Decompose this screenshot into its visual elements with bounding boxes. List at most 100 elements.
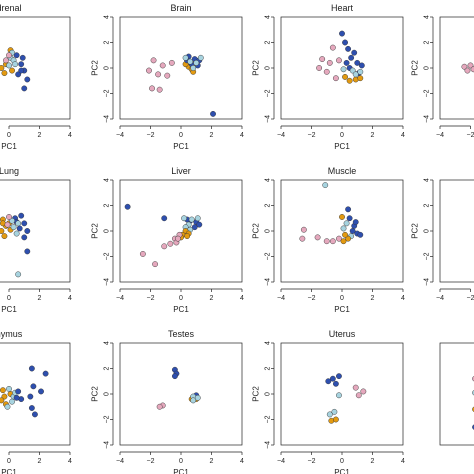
y-tick-label: −4 [265, 115, 272, 123]
plot-frame [119, 342, 243, 446]
data-point-pink [300, 226, 307, 233]
data-point-darkblue [18, 61, 25, 68]
x-axis-label: PC1 [1, 468, 17, 474]
y-tick-label: 2 [265, 203, 272, 207]
data-point-darkblue [354, 59, 361, 66]
data-point-pink [175, 235, 181, 242]
data-point-pink [161, 243, 168, 250]
data-point-darkblue [42, 370, 49, 377]
pca-panel-6: Liver −4 −2 0 2 4 PC1 −4 −2 0 2 4 PC2 [91, 166, 245, 314]
x-axis-label: PC1 [173, 305, 189, 314]
data-point-darkblue [21, 234, 28, 241]
data-point-pink [319, 56, 326, 63]
panel-title: Brain [170, 3, 191, 13]
plot-frame [0, 342, 71, 446]
x-tick-label: −4 [116, 458, 124, 465]
x-tick-label: 4 [68, 132, 72, 139]
points-group [156, 366, 201, 410]
x-tick-label: 4 [401, 295, 405, 302]
y-axis-label: PC2 [91, 223, 100, 239]
data-point-darkblue [171, 373, 178, 380]
data-point-orange [0, 65, 5, 71]
plot-frame [119, 179, 243, 283]
x-tick-label: 2 [210, 458, 214, 465]
x-tick-label: 0 [179, 458, 183, 465]
data-point-pink [159, 62, 166, 69]
plot-frame [0, 179, 71, 283]
x-axis-label: PC1 [1, 305, 17, 314]
data-point-orange [0, 228, 5, 234]
data-point-darkblue [30, 383, 37, 390]
data-point-darkblue [21, 220, 28, 227]
data-point-lightblue [181, 215, 187, 222]
x-tick-label: −2 [308, 295, 316, 302]
data-point-orange [339, 214, 345, 220]
x-axis-label: PC1 [334, 468, 350, 474]
x-axis-label: PC1 [334, 142, 350, 151]
data-point-darkblue [345, 45, 352, 52]
data-point-darkblue [15, 71, 22, 78]
data-point-darkblue [358, 62, 365, 69]
y-tick-label: −2 [265, 89, 272, 97]
data-point-pink [464, 67, 471, 74]
points-group [0, 365, 49, 418]
points-group [124, 203, 203, 268]
data-point-darkblue [329, 375, 336, 382]
y-axis-label: PC2 [252, 386, 261, 402]
x-tick-label: −2 [147, 132, 155, 139]
data-point-lightblue [326, 411, 333, 418]
data-point-darkblue [332, 380, 339, 387]
y-tick-label: 0 [104, 229, 111, 233]
x-axis-label: PC1 [173, 142, 189, 151]
data-point-lightblue [197, 54, 204, 61]
y-tick-label: 4 [104, 341, 111, 345]
x-axis-label: PC1 [173, 468, 189, 474]
data-point-pink [329, 238, 336, 245]
panel-title: Lung [0, 166, 19, 176]
data-point-orange [0, 397, 5, 404]
x-tick-label: 2 [371, 458, 375, 465]
y-axis-label: PC2 [252, 60, 261, 76]
y-tick-label: 2 [424, 40, 431, 44]
x-tick-label: 4 [240, 132, 244, 139]
y-tick-label: −4 [104, 115, 111, 123]
data-point-lightblue [10, 224, 17, 231]
data-point-lightblue [349, 67, 356, 74]
data-point-lightblue [15, 271, 22, 278]
data-point-orange [332, 416, 339, 423]
data-point-lightblue [6, 385, 12, 392]
data-point-orange [346, 77, 353, 84]
y-tick-label: 0 [265, 392, 272, 396]
x-tick-label: 0 [7, 295, 11, 302]
data-point-pink [168, 59, 175, 66]
x-tick-label: 0 [340, 458, 344, 465]
data-point-lightblue [343, 220, 350, 227]
points-group [461, 62, 474, 74]
data-point-lightblue [188, 216, 195, 223]
x-tick-label: 0 [7, 132, 11, 139]
data-point-darkblue [342, 39, 348, 46]
data-point-darkblue [24, 248, 31, 255]
points-group [325, 373, 367, 424]
data-point-pink [360, 388, 367, 395]
y-axis-label: PC2 [91, 60, 100, 76]
data-point-darkblue [191, 224, 198, 231]
data-point-pink [467, 62, 474, 69]
y-tick-label: −4 [265, 441, 272, 449]
data-point-darkblue [343, 59, 350, 66]
data-point-lightblue [357, 68, 364, 75]
x-tick-label: 4 [401, 132, 405, 139]
y-tick-label: −2 [265, 415, 272, 423]
plot-frame [280, 179, 404, 283]
y-tick-label: −4 [424, 278, 431, 286]
data-point-lightblue [194, 394, 201, 401]
x-tick-label: −4 [436, 295, 444, 302]
x-tick-label: 2 [210, 295, 214, 302]
data-point-darkblue [19, 54, 26, 61]
data-point-pink [299, 235, 306, 242]
panel-title: Uterus [329, 329, 356, 339]
y-tick-label: 0 [265, 229, 272, 233]
data-point-orange [357, 75, 364, 82]
x-tick-label: 0 [179, 295, 183, 302]
